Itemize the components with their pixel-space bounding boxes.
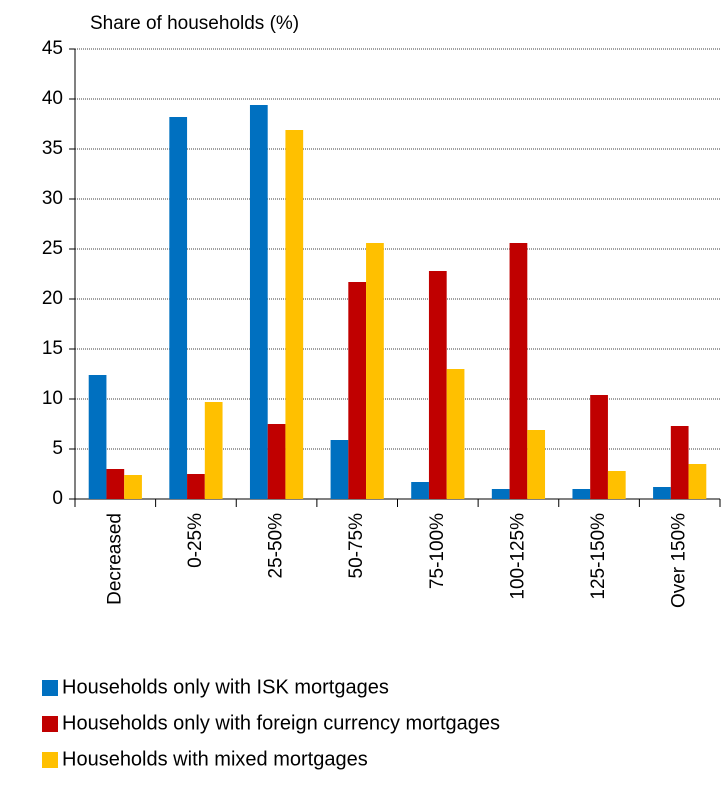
bar bbox=[249, 105, 268, 499]
x-tick-label: 125-150% bbox=[588, 513, 609, 600]
y-tick-label: 45 bbox=[42, 38, 63, 59]
bar bbox=[428, 271, 447, 499]
y-axis-label: Share of households (%) bbox=[90, 13, 299, 34]
bar bbox=[446, 369, 465, 499]
bar bbox=[285, 130, 304, 499]
bar bbox=[491, 489, 510, 499]
x-tick-label: Decreased bbox=[104, 513, 125, 605]
x-tick-label: Over 150% bbox=[669, 513, 690, 608]
bar bbox=[204, 402, 223, 499]
legend-label: Households only with foreign currency mo… bbox=[62, 712, 500, 734]
bar bbox=[88, 375, 107, 499]
x-tick-label: 25-50% bbox=[266, 513, 287, 579]
bar bbox=[411, 482, 429, 499]
y-tick-label: 30 bbox=[42, 188, 63, 209]
x-tick-label: 100-125% bbox=[507, 513, 528, 600]
x-tick-label: 0-25% bbox=[185, 513, 206, 568]
bar bbox=[366, 243, 384, 499]
y-tick-label: 5 bbox=[52, 438, 63, 459]
bar bbox=[653, 487, 671, 499]
bar bbox=[330, 440, 349, 499]
bar bbox=[509, 243, 528, 499]
bar bbox=[572, 489, 591, 499]
legend-swatch bbox=[42, 716, 58, 732]
bar bbox=[267, 424, 286, 499]
legend-swatch bbox=[42, 680, 58, 696]
bar bbox=[169, 117, 188, 499]
bar bbox=[527, 430, 546, 499]
bar bbox=[106, 469, 125, 499]
y-tick-label: 35 bbox=[42, 138, 63, 159]
x-tick-label: 50-75% bbox=[346, 513, 367, 579]
bar bbox=[670, 426, 689, 499]
bar bbox=[124, 475, 142, 499]
y-tick-label: 40 bbox=[42, 88, 63, 109]
bar bbox=[187, 474, 205, 499]
y-tick-label: 10 bbox=[42, 388, 63, 409]
x-tick-label: 75-100% bbox=[427, 513, 448, 589]
bar bbox=[688, 464, 707, 499]
bar bbox=[348, 282, 367, 499]
legend-label: Households with mixed mortgages bbox=[62, 748, 368, 770]
legend-swatch bbox=[42, 752, 58, 768]
y-tick-label: 15 bbox=[42, 338, 63, 359]
y-tick-label: 0 bbox=[52, 488, 63, 509]
legend-label: Households only with ISK mortgages bbox=[62, 676, 389, 698]
bar bbox=[607, 471, 626, 499]
bar bbox=[590, 395, 608, 499]
y-tick-label: 20 bbox=[42, 288, 63, 309]
y-tick-label: 25 bbox=[42, 238, 63, 259]
